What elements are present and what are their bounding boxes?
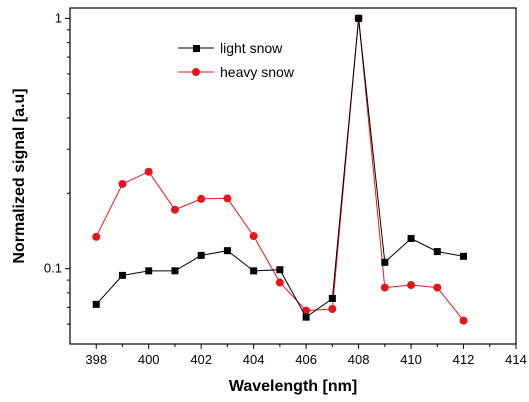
data-point-light-snow	[460, 252, 468, 260]
data-point-heavy-snow	[170, 205, 179, 214]
data-point-heavy-snow	[302, 306, 311, 315]
data-point-light-snow	[355, 14, 363, 22]
x-tick-label: 404	[243, 352, 265, 367]
data-point-light-snow	[381, 258, 389, 266]
legend: light snow heavy snow	[168, 34, 318, 86]
series-light-snow	[92, 14, 468, 321]
legend-marker-heavy-snow	[192, 68, 200, 76]
x-tick-label: 408	[348, 352, 370, 367]
data-point-light-snow	[433, 248, 441, 256]
x-tick-label: 410	[400, 352, 422, 367]
data-point-heavy-snow	[459, 316, 468, 325]
x-tick-label: 402	[190, 352, 212, 367]
x-tick-label: 414	[505, 352, 527, 367]
data-point-heavy-snow	[223, 194, 232, 203]
y-axis-title: Normalized signal [a.u]	[11, 88, 28, 263]
data-point-light-snow	[223, 247, 231, 255]
legend-marker-light-snow	[193, 45, 200, 52]
data-point-light-snow	[407, 234, 415, 242]
data-point-light-snow	[276, 266, 284, 274]
data-point-light-snow	[92, 300, 100, 308]
data-point-heavy-snow	[144, 167, 153, 176]
y-tick-label: 0.1	[44, 261, 62, 276]
data-point-heavy-snow	[92, 232, 101, 241]
data-point-heavy-snow	[275, 278, 284, 287]
y-tick-label: 1	[55, 10, 62, 25]
data-point-heavy-snow	[249, 232, 258, 241]
data-point-light-snow	[171, 267, 179, 275]
data-point-light-snow	[197, 251, 205, 259]
x-tick-label: 412	[453, 352, 475, 367]
data-point-light-snow	[118, 271, 126, 279]
data-point-heavy-snow	[197, 194, 206, 203]
data-point-heavy-snow	[328, 304, 337, 313]
plot-frame	[69, 7, 517, 345]
y-axis: 0.11	[44, 10, 70, 325]
x-tick-label: 406	[295, 352, 317, 367]
data-point-heavy-snow	[407, 281, 416, 290]
x-tick-label: 398	[85, 352, 107, 367]
data-point-heavy-snow	[380, 283, 389, 292]
data-point-light-snow	[328, 294, 336, 302]
series-layer	[92, 14, 468, 325]
data-point-light-snow	[302, 313, 310, 321]
legend-box	[168, 34, 318, 86]
legend-label-heavy-snow: heavy snow	[220, 64, 295, 80]
data-point-light-snow	[145, 267, 153, 275]
x-axis-title: Wavelength [nm]	[229, 378, 357, 395]
data-point-heavy-snow	[118, 179, 127, 188]
legend-label-light-snow: light snow	[220, 40, 283, 56]
x-axis: 398 400 402 404 406 408 410 412 414	[85, 344, 527, 367]
data-point-heavy-snow	[433, 283, 442, 292]
data-point-light-snow	[250, 267, 258, 275]
x-tick-label: 400	[138, 352, 160, 367]
